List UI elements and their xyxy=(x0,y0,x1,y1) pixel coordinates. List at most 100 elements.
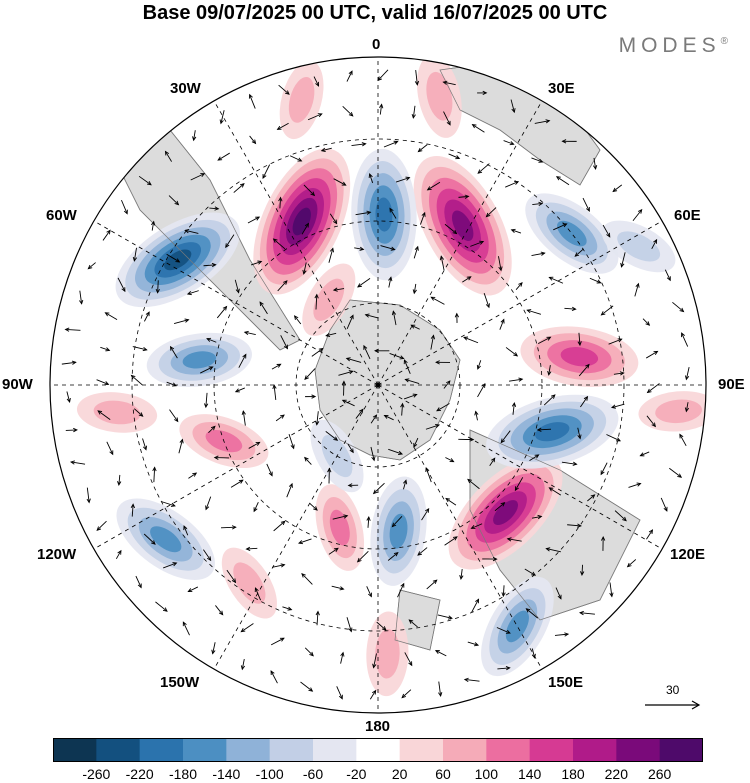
wind-arrow xyxy=(506,537,522,542)
wind-arrow xyxy=(403,479,408,490)
wind-arrow xyxy=(205,496,212,511)
wind-arrow xyxy=(632,208,643,222)
meridian-330 xyxy=(213,100,379,386)
wind-arrow xyxy=(379,103,384,115)
colorbar-segment xyxy=(529,738,574,762)
wind-arrow xyxy=(203,549,212,562)
lon-label-60e: 60E xyxy=(674,207,701,224)
wind-arrow xyxy=(278,196,283,209)
wind-arrow xyxy=(413,245,419,259)
anomaly-13 xyxy=(448,455,563,570)
wind-arrow xyxy=(374,348,390,353)
wind-arrow xyxy=(130,503,136,517)
anomaly-10 xyxy=(370,476,427,586)
wind-arrow xyxy=(355,210,372,216)
wind-arrow xyxy=(332,287,345,292)
wind-arrow xyxy=(183,525,189,536)
wind-arrow xyxy=(346,617,353,633)
wind-arrow xyxy=(328,247,335,263)
wind-arrow xyxy=(524,568,537,576)
wind-arrow xyxy=(561,139,577,144)
wind-arrow xyxy=(325,332,337,337)
wind-arrow xyxy=(250,260,263,266)
wind-arrow xyxy=(437,614,453,620)
wind-arrow xyxy=(200,366,214,374)
wind-arrow xyxy=(305,394,317,399)
colorbar-segment xyxy=(53,738,97,762)
wind-arrow xyxy=(383,140,399,148)
wind-arrow xyxy=(634,282,640,297)
wind-arrow xyxy=(600,462,608,476)
wind-arrow xyxy=(501,585,506,598)
wind-arrow xyxy=(579,610,595,616)
wind-arrow xyxy=(346,314,354,329)
colorbar-tick-label: -180 xyxy=(168,766,198,782)
wind-arrow xyxy=(188,472,198,479)
wind-arrow xyxy=(366,586,372,598)
coast-antarctica xyxy=(314,299,461,461)
anomaly-13-level-5 xyxy=(493,500,519,526)
wind-arrow xyxy=(370,414,378,424)
wind-arrow xyxy=(508,377,524,382)
wind-arrow xyxy=(247,216,261,224)
wind-arrow xyxy=(203,262,217,268)
wind-arrow xyxy=(397,582,405,598)
wind-arrow xyxy=(355,408,364,419)
wind-arrow xyxy=(178,438,184,454)
wind-arrow xyxy=(646,383,660,394)
chart-title: Base 09/07/2025 00 UTC, valid 16/07/2025… xyxy=(142,2,608,24)
wind-arrow xyxy=(582,197,590,212)
wind-arrow xyxy=(173,318,190,324)
wind-arrow xyxy=(548,487,562,496)
wind-arrow xyxy=(238,353,247,368)
wind-arrow xyxy=(163,562,178,569)
wind-arrow xyxy=(138,175,152,186)
wind-arrow xyxy=(497,666,511,671)
wind-arrow xyxy=(380,245,396,251)
wind-arrow xyxy=(208,425,216,434)
colorbar-tick-label: -20 xyxy=(346,766,367,782)
wind-arrow xyxy=(511,402,517,415)
colorbar-tick-label: -220 xyxy=(125,766,154,782)
wind-arrow xyxy=(419,211,426,225)
wind-arrow xyxy=(410,324,420,330)
anomaly-5-level-1 xyxy=(93,400,141,425)
wind-arrow xyxy=(240,659,246,671)
wind-arrow xyxy=(270,670,278,684)
colorbar-tick-label: -260 xyxy=(82,766,111,782)
wind-arrow xyxy=(266,463,273,477)
wind-arrow xyxy=(309,502,318,511)
wind-arrow xyxy=(301,572,313,585)
wind-arrow xyxy=(346,70,353,82)
wind-arrow xyxy=(363,344,371,360)
wind-arrow xyxy=(302,262,307,275)
wind-arrow xyxy=(182,621,190,636)
wind-arrow xyxy=(234,387,245,393)
colorbar-segment xyxy=(313,738,357,762)
reference-vector-label: 30 xyxy=(666,683,680,697)
wind-arrow xyxy=(64,327,81,332)
wind-arrow xyxy=(259,301,268,315)
wind-arrow xyxy=(341,399,355,407)
wind-arrow xyxy=(331,585,345,591)
wind-arrow xyxy=(351,142,367,147)
wind-arrow xyxy=(370,446,376,462)
wind-arrow xyxy=(444,536,458,546)
wind-arrow xyxy=(421,507,430,521)
wind-arrow xyxy=(61,360,77,365)
wind-arrow xyxy=(458,194,470,199)
colorbar-segment xyxy=(573,738,617,762)
wind-arrow xyxy=(548,276,564,284)
wind-arrow xyxy=(288,434,295,450)
wind-arrow xyxy=(531,157,544,163)
wind-arrow xyxy=(515,282,523,290)
wind-arrow xyxy=(340,651,345,664)
wind-arrow xyxy=(485,207,497,218)
anomaly-17 xyxy=(638,391,706,432)
wind-arrow xyxy=(106,441,114,456)
wind-arrow xyxy=(391,310,397,326)
wind-arrow xyxy=(459,569,464,580)
wind-arrow xyxy=(389,207,397,219)
wind-arrow xyxy=(86,487,91,504)
anomaly-2-level-6 xyxy=(292,207,311,236)
